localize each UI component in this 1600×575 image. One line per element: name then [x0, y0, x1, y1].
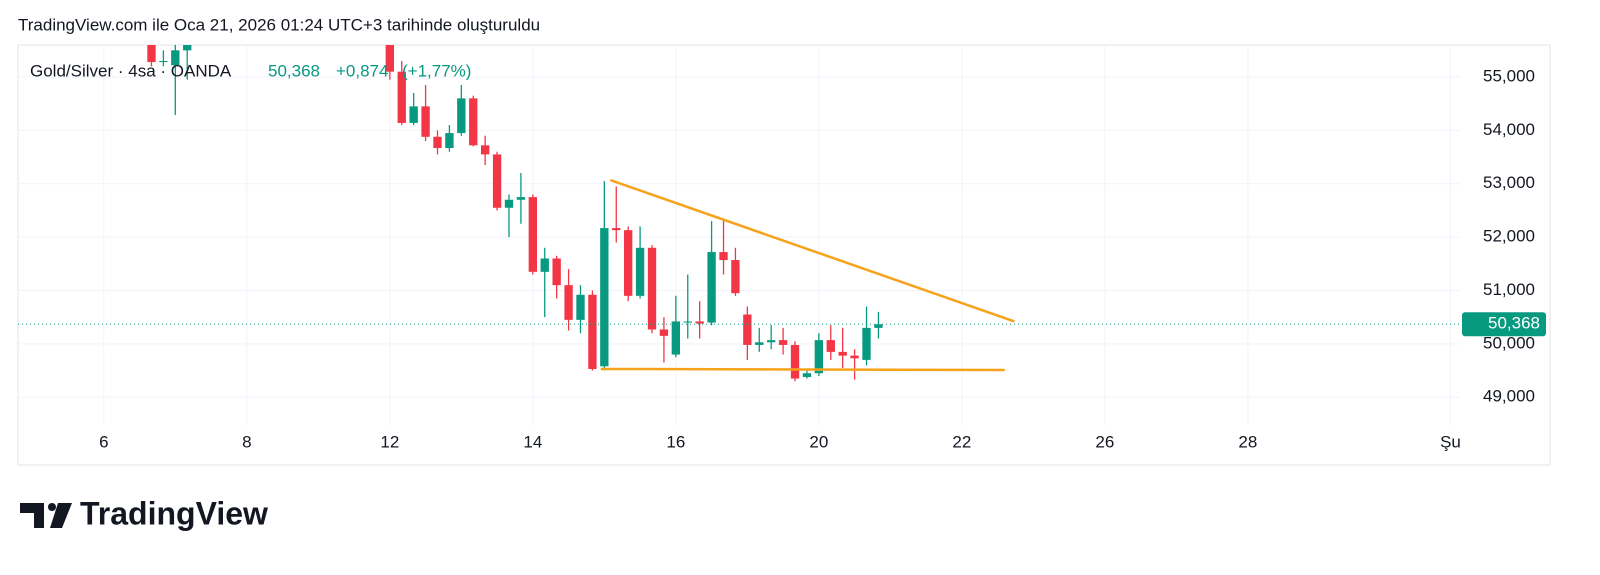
y-tick-label: 49,000: [1483, 387, 1535, 406]
x-tick-label: 20: [809, 432, 828, 451]
trendline: [609, 178, 1015, 323]
brand-name: TradingView: [80, 495, 268, 531]
candle-body: [838, 351, 847, 356]
candle-body: [576, 294, 585, 320]
candle-body: [790, 344, 800, 379]
candle-body: [516, 197, 526, 200]
x-tick-label: 28: [1238, 432, 1257, 451]
candle-body: [623, 230, 633, 296]
candle-body: [564, 285, 573, 320]
candle-body: [683, 321, 692, 323]
legend-change-pct: (+1,77%): [402, 61, 471, 80]
brand-logo: [20, 503, 72, 528]
plot-area: [18, 45, 1460, 382]
grid: [18, 45, 1460, 425]
candle-body: [862, 327, 871, 360]
legend-change: +0,874: [336, 61, 388, 80]
x-tick-label: 12: [380, 432, 399, 451]
candle-body: [588, 294, 597, 369]
y-tick-label: 50,000: [1483, 333, 1535, 352]
candle-body: [552, 258, 561, 286]
candle-body: [445, 133, 454, 149]
x-tick-label: 22: [952, 432, 971, 451]
candle-body: [457, 98, 466, 134]
x-tick-label: 14: [523, 432, 542, 451]
last-price-label: 50,368: [1488, 314, 1540, 333]
candle-body: [659, 329, 669, 336]
y-tick-label: 53,000: [1483, 173, 1535, 192]
candle-body: [778, 340, 788, 345]
y-tick-label: 51,000: [1483, 280, 1535, 299]
candle-body: [719, 252, 728, 261]
x-tick-label: 26: [1095, 432, 1114, 451]
x-tick-label: 8: [242, 432, 251, 451]
candle-body: [635, 247, 645, 296]
legend-symbol: Gold/Silver · 4sa · OANDA: [30, 61, 232, 80]
header-title: TradingView.com ile Oca 21, 2026 01:24 U…: [18, 15, 540, 34]
candle-body: [147, 45, 156, 63]
candle-body: [707, 252, 716, 323]
legend-price: 50,368: [268, 61, 320, 80]
candle-body: [731, 260, 740, 294]
y-tick-label: 55,000: [1483, 67, 1535, 86]
y-tick-label: 54,000: [1483, 120, 1535, 139]
candle-body: [647, 247, 657, 330]
candle-body: [159, 61, 168, 63]
candle-body: [874, 324, 883, 328]
candle-body: [171, 50, 180, 66]
y-tick-label: 52,000: [1483, 227, 1535, 246]
candle-body: [492, 154, 502, 208]
candle-body: [528, 197, 538, 272]
x-tick-label: 16: [666, 432, 685, 451]
candle-body: [469, 98, 478, 146]
trendline: [600, 367, 1005, 372]
x-tick-label: Şu: [1440, 432, 1461, 451]
candle-body: [504, 199, 514, 208]
chart-frame: [17, 44, 1551, 466]
candle-body: [397, 71, 406, 123]
candle-body: [600, 228, 609, 367]
candle-body: [183, 45, 192, 51]
candle-body: [767, 340, 776, 343]
candle-body: [671, 321, 681, 355]
candle-body: [540, 258, 549, 272]
last-price-box: [1462, 312, 1546, 337]
candle-body: [612, 228, 621, 231]
candle-body: [802, 373, 812, 377]
candle-body: [695, 321, 704, 324]
candle-body: [826, 340, 835, 352]
candle-body: [480, 145, 490, 155]
candle-body: [850, 355, 859, 359]
candle-body: [409, 106, 418, 123]
candle-body: [385, 45, 394, 72]
x-tick-label: 6: [99, 432, 108, 451]
candle-body: [743, 314, 752, 345]
axes: 49,000 50,000 51,000 52,000 53,000 54,000 55,0…: [99, 67, 1546, 451]
candle-body: [814, 340, 824, 374]
candle-body: [421, 106, 430, 137]
candle-body: [433, 136, 442, 149]
candle-body: [755, 342, 764, 345]
